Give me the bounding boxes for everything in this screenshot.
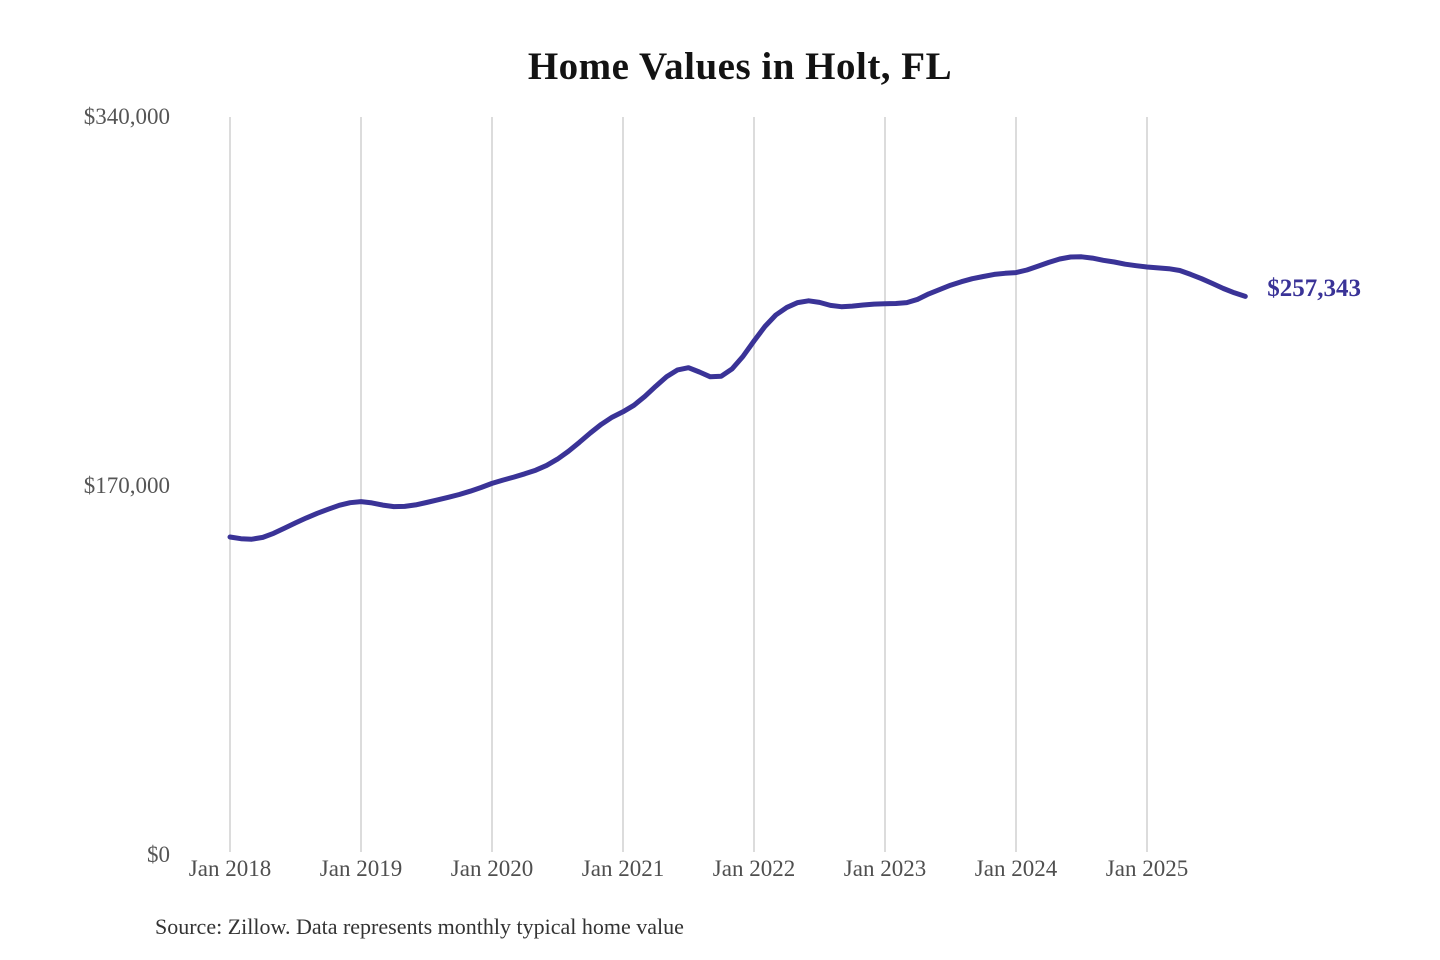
x-axis-tick-label-jan-2023: Jan 2023: [843, 856, 927, 881]
x-axis-tick-label-jan-2022: Jan 2022: [712, 856, 796, 881]
y-axis-tick-label-0: $0: [147, 842, 170, 867]
y-axis-tick-label-170000: $170,000: [83, 473, 170, 498]
x-axis-tick-label-jan-2024: Jan 2024: [974, 856, 1058, 881]
x-axis-tick-label-jan-2018: Jan 2018: [188, 856, 272, 881]
chart-title: Home Values in Holt, FL: [527, 45, 953, 88]
x-axis-tick-label-jan-2021: Jan 2021: [581, 856, 665, 881]
y-axis-tick-label-340000: $340,000: [83, 104, 170, 129]
x-axis-tick-label-jan-2019: Jan 2019: [319, 856, 403, 881]
x-axis-tick-label-jan-2025: Jan 2025: [1105, 856, 1189, 881]
home-value-line: [227, 254, 1248, 542]
x-axis-tick-label-jan-2020: Jan 2020: [450, 856, 534, 881]
end-value-label: $257,343: [1267, 275, 1362, 303]
source-note: Source: Zillow. Data represents monthly …: [155, 914, 684, 939]
